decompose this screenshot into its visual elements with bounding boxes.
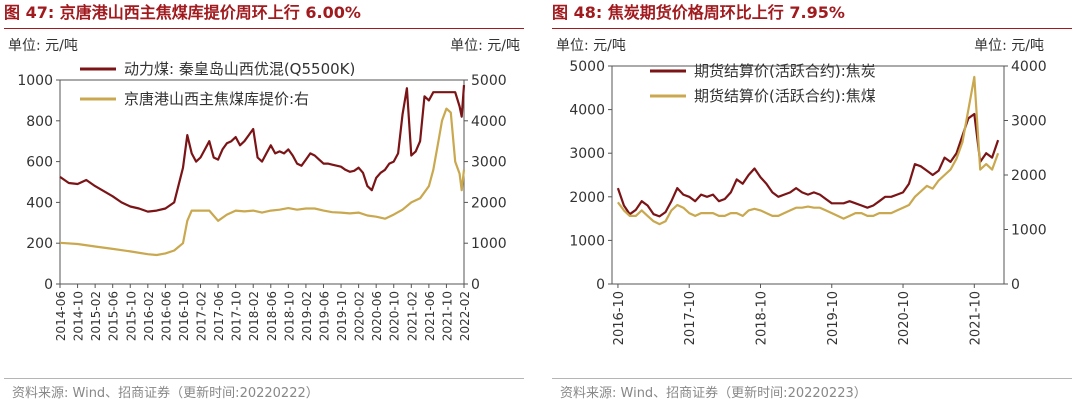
right-axis-unit: 单位: 元/吨 (450, 38, 520, 54)
x-tick-label: 2018-02 (247, 291, 261, 341)
x-tick-label: 2020-10 (388, 291, 402, 341)
source-note: 资料来源: Wind、招商证券（更新时间:20220223） (560, 386, 867, 401)
x-tick-label: 2016-10 (612, 291, 627, 345)
x-tick-label: 2016-02 (142, 291, 156, 341)
y-left-tick-label: 4000 (569, 103, 605, 119)
x-tick-label: 2021-02 (405, 291, 419, 341)
x-tick-label: 2020-02 (353, 291, 367, 341)
y-right-tick-label: 2000 (1011, 168, 1047, 184)
x-tick-label: 2021-10 (968, 291, 983, 345)
x-tick-label: 2014-06 (54, 291, 68, 341)
left-chart-panel: 图 47: 京唐港山西主焦煤库提价周环上行 6.00% 0 200 400 600 80… (4, 0, 528, 404)
y-right-tick-label: 3000 (471, 155, 507, 171)
y-right-tick-label: 2000 (471, 195, 507, 211)
x-tick-label: 2017-06 (212, 291, 226, 341)
y-left-tick-label: 0 (596, 277, 605, 293)
y-right-tick-label: 5000 (471, 73, 507, 89)
x-tick-label: 2016-10 (177, 291, 191, 341)
title-rule (552, 28, 1072, 29)
x-tick-label: 2017-10 (683, 291, 698, 345)
legend-label-2: 京唐港山西主焦煤库提价:右 (124, 90, 309, 108)
x-tick-label: 2018-10 (754, 291, 769, 345)
source-note: 资料来源: Wind、招商证券（更新时间:20220222） (12, 386, 319, 401)
legend-label-2: 期货结算价(活跃合约):焦煤 (694, 87, 876, 105)
y-left-tick-label: 2000 (569, 190, 605, 206)
series-line-2 (59, 107, 466, 257)
series-line-1 (616, 112, 1000, 218)
right-chart: 0 1000 2000 3000 4000 5000 0 1000 2000 3000 4000 20… (556, 38, 1047, 345)
y-left-tick-label: 0 (44, 277, 53, 293)
x-tick-label: 2020-06 (370, 291, 384, 341)
y-left-tick-label: 3000 (569, 146, 605, 162)
right-chart-panel: 图 48: 焦炭期货价格周环比上行 7.95% 0 1000 2000 3000 400… (552, 0, 1076, 404)
x-tick-label: 2017-10 (230, 291, 244, 341)
x-tick-label: 2019-10 (335, 291, 349, 341)
source-rule (4, 378, 524, 379)
x-tick-label: 2019-06 (317, 291, 331, 341)
x-tick-label: 2021-06 (423, 291, 437, 341)
x-tick-label: 2014-10 (72, 291, 86, 341)
legend-label-1: 期货结算价(活跃合约):焦炭 (694, 62, 876, 80)
y-right-tick-label: 3000 (1011, 114, 1047, 130)
y-left-tick-label: 800 (26, 114, 53, 130)
x-tick-label: 2015-10 (124, 291, 138, 341)
x-tick-label: 2020-10 (897, 291, 912, 345)
figure-title: 图 48: 焦炭期货价格周环比上行 7.95% (552, 3, 845, 22)
x-tick-label: 2018-06 (265, 291, 279, 341)
series-line-1 (59, 85, 466, 213)
x-tick-label: 2019-02 (300, 291, 314, 341)
legend-label-1: 动力煤: 秦皇岛山西优混(Q5500K) (124, 60, 355, 78)
x-tick-label: 2017-02 (195, 291, 209, 341)
x-tick-label: 2021-10 (440, 291, 454, 341)
y-right-tick-label: 0 (1011, 277, 1020, 293)
y-left-tick-label: 200 (26, 236, 53, 252)
y-right-tick-label: 1000 (471, 236, 507, 252)
y-left-tick-label: 1000 (17, 73, 53, 89)
y-left-tick-label: 600 (26, 155, 53, 171)
y-right-tick-label: 4000 (471, 114, 507, 130)
plot-frame (59, 79, 465, 285)
y-left-tick-label: 400 (26, 195, 53, 211)
x-tick-label: 2018-10 (282, 291, 296, 341)
series-line-2 (617, 75, 1000, 226)
x-tick-label: 2015-06 (107, 291, 121, 341)
x-tick-label: 2022-02 (458, 291, 472, 341)
title-rule (4, 28, 524, 29)
x-tick-label: 2015-02 (89, 291, 103, 341)
left-chart: 0 200 400 600 800 1000 0 1000 2000 3000 4000 5000 20… (8, 38, 520, 341)
y-right-tick-label: 1000 (1011, 223, 1047, 239)
y-right-tick-label: 4000 (1011, 59, 1047, 75)
x-tick-label: 2019-10 (826, 291, 841, 345)
figure-title: 图 47: 京唐港山西主焦煤库提价周环上行 6.00% (4, 3, 361, 22)
y-left-tick-label: 1000 (569, 233, 605, 249)
y-left-tick-label: 5000 (569, 59, 605, 75)
left-axis-unit: 单位: 元/吨 (8, 38, 78, 54)
x-tick-label: 2016-06 (159, 291, 173, 341)
left-axis-unit: 单位: 元/吨 (556, 38, 626, 54)
y-right-tick-label: 0 (471, 277, 480, 293)
right-axis-unit: 单位: 元/吨 (974, 38, 1044, 54)
source-rule (552, 378, 1072, 379)
